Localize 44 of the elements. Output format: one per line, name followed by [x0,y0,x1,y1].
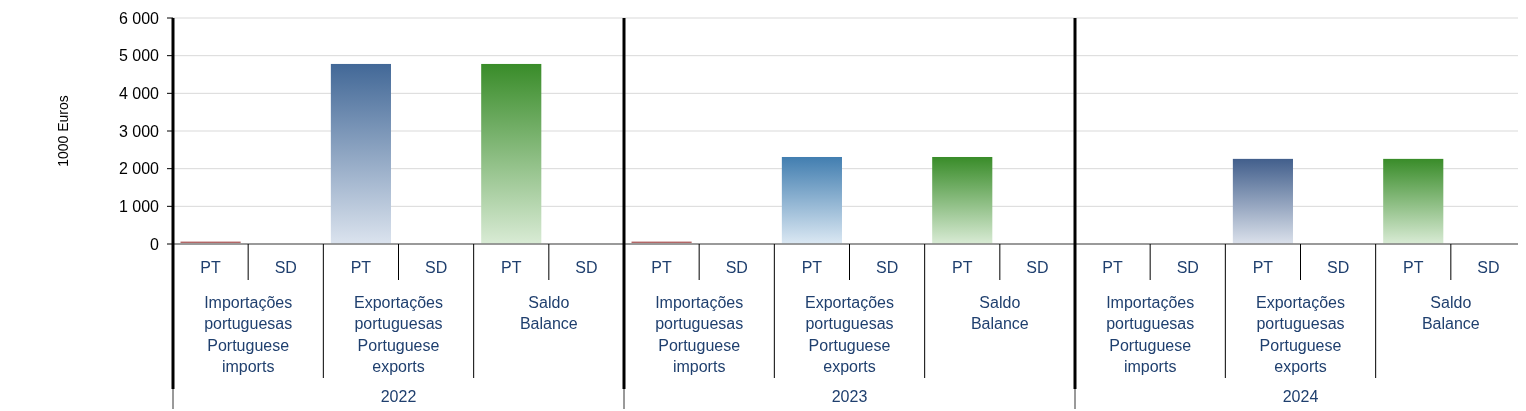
x-tick-label: PT [651,258,673,276]
y-tick-label: 1 000 [118,197,160,215]
bar [932,156,993,244]
text: 2023 [831,387,868,405]
x-tick-label: SD [1477,258,1500,276]
x-tick-label: SD [424,258,448,276]
x-tick-label: PT [200,258,222,276]
y-tick-label: 5 000 [118,47,160,65]
text: Saldo Balance [970,293,1029,333]
bar [1383,158,1444,244]
bar [330,63,391,244]
y-tick-label: 4 000 [118,84,160,102]
x-tick-label: SD [875,258,899,276]
x-tick-label: SD [575,258,598,276]
text: Exportações portuguesas Portuguese exports [354,293,443,376]
x-tick-label: SD [725,258,748,276]
text: Importações portuguesas Portuguese imports [204,293,293,376]
x-tick-label: PT [801,258,823,276]
bar [781,156,842,244]
x-tick-label: PT [1252,258,1274,276]
text: Exportações portuguesas Portuguese exports [805,293,894,376]
x-tick-label: PT [952,258,973,276]
y-tick-label: 6 000 [118,9,160,27]
text: Saldo Balance [519,293,578,333]
bar [481,63,542,244]
text: Exportações portuguesas Portuguese exports [1256,293,1345,376]
x-tick-label: SD [274,258,297,276]
text: 2024 [1282,387,1319,405]
x-tick-label: PT [1102,258,1124,276]
text: Importações portuguesas Portuguese imports [1106,293,1195,376]
x-tick-label: SD [1026,258,1049,276]
x-tick-label: SD [1176,258,1199,276]
x-tick-label: PT [1403,258,1424,276]
text: Importações portuguesas Portuguese imports [655,293,744,376]
x-tick-label: SD [1326,258,1350,276]
y-tick-label: 2 000 [118,160,160,178]
y-axis-title: 1000 Euros [55,95,71,167]
y-tick-label: 3 000 [118,122,160,140]
x-tick-label: PT [501,258,522,276]
bar [1232,158,1293,244]
text: 2022 [380,387,417,405]
x-tick-label: PT [350,258,372,276]
text: Saldo Balance [1421,293,1480,333]
y-tick-label: 0 [150,235,160,253]
